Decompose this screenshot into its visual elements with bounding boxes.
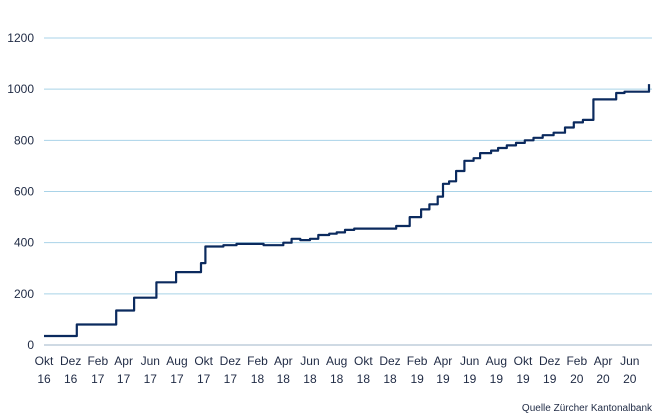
x-tick-year: 16 bbox=[64, 372, 78, 386]
x-tick-year: 18 bbox=[251, 372, 265, 386]
x-tick-year: 17 bbox=[197, 372, 211, 386]
x-tick-year: 20 bbox=[623, 372, 637, 386]
x-tick-month: Aug bbox=[326, 354, 347, 368]
x-tick-year: 17 bbox=[91, 372, 105, 386]
x-tick-year: 18 bbox=[303, 372, 317, 386]
x-tick-month: Apr bbox=[114, 354, 133, 368]
y-tick-label: 200 bbox=[14, 287, 34, 301]
x-tick-month: Dez bbox=[220, 354, 241, 368]
y-tick-label: 800 bbox=[14, 133, 34, 147]
x-tick-month: Aug bbox=[166, 354, 187, 368]
x-tick-month: Jun bbox=[620, 354, 639, 368]
x-tick-year: 19 bbox=[410, 372, 424, 386]
x-tick-year: 19 bbox=[543, 372, 557, 386]
x-tick-year: 18 bbox=[357, 372, 371, 386]
x-tick-month: Okt bbox=[35, 354, 54, 368]
x-tick-month: Okt bbox=[194, 354, 213, 368]
x-tick-year: 20 bbox=[596, 372, 610, 386]
source-note: Quelle Zürcher Kantonalbank bbox=[521, 403, 652, 414]
x-tick-month: Feb bbox=[87, 354, 108, 368]
y-tick-label: 400 bbox=[14, 236, 34, 250]
x-tick-month: Aug bbox=[486, 354, 507, 368]
x-tick-month: Feb bbox=[407, 354, 428, 368]
x-tick-year: 17 bbox=[224, 372, 238, 386]
x-tick-year: 19 bbox=[516, 372, 530, 386]
x-tick-month: Jun bbox=[141, 354, 160, 368]
x-tick-year: 17 bbox=[170, 372, 184, 386]
x-tick-month: Apr bbox=[434, 354, 453, 368]
x-tick-year: 20 bbox=[570, 372, 584, 386]
series-line bbox=[44, 84, 651, 338]
x-tick-month: Apr bbox=[274, 354, 293, 368]
x-tick-year: 18 bbox=[330, 372, 344, 386]
y-tick-label: 600 bbox=[14, 185, 34, 199]
x-tick-year: 17 bbox=[117, 372, 131, 386]
x-tick-month: Dez bbox=[539, 354, 560, 368]
y-tick-label: 1200 bbox=[7, 31, 34, 45]
x-tick-month: Dez bbox=[379, 354, 400, 368]
x-tick-month: Feb bbox=[247, 354, 268, 368]
x-tick-year: 18 bbox=[277, 372, 291, 386]
x-tick-year: 19 bbox=[463, 372, 477, 386]
x-axis-ticks: Okt 16 Dez 16 Feb 17 Apr 17 Jun 17 Aug 17 Okt 17 Dez 17… bbox=[35, 354, 640, 386]
x-tick-month: Apr bbox=[594, 354, 613, 368]
x-tick-year: 18 bbox=[383, 372, 397, 386]
x-tick-month: Dez bbox=[60, 354, 81, 368]
x-tick-year: 17 bbox=[144, 372, 158, 386]
gridlines bbox=[44, 37, 652, 346]
x-tick-year: 19 bbox=[436, 372, 450, 386]
x-tick-month: Okt bbox=[354, 354, 373, 368]
x-tick-year: 16 bbox=[37, 372, 51, 386]
x-tick-month: Jun bbox=[460, 354, 479, 368]
y-axis-ticks: 0 200 400 600 800 1000 1200 bbox=[7, 31, 34, 352]
y-tick-label: 1000 bbox=[7, 82, 34, 96]
x-tick-month: Okt bbox=[514, 354, 533, 368]
x-tick-month: Feb bbox=[566, 354, 587, 368]
x-tick-year: 19 bbox=[490, 372, 504, 386]
y-tick-label: 0 bbox=[27, 338, 34, 352]
x-tick-month: Jun bbox=[300, 354, 319, 368]
